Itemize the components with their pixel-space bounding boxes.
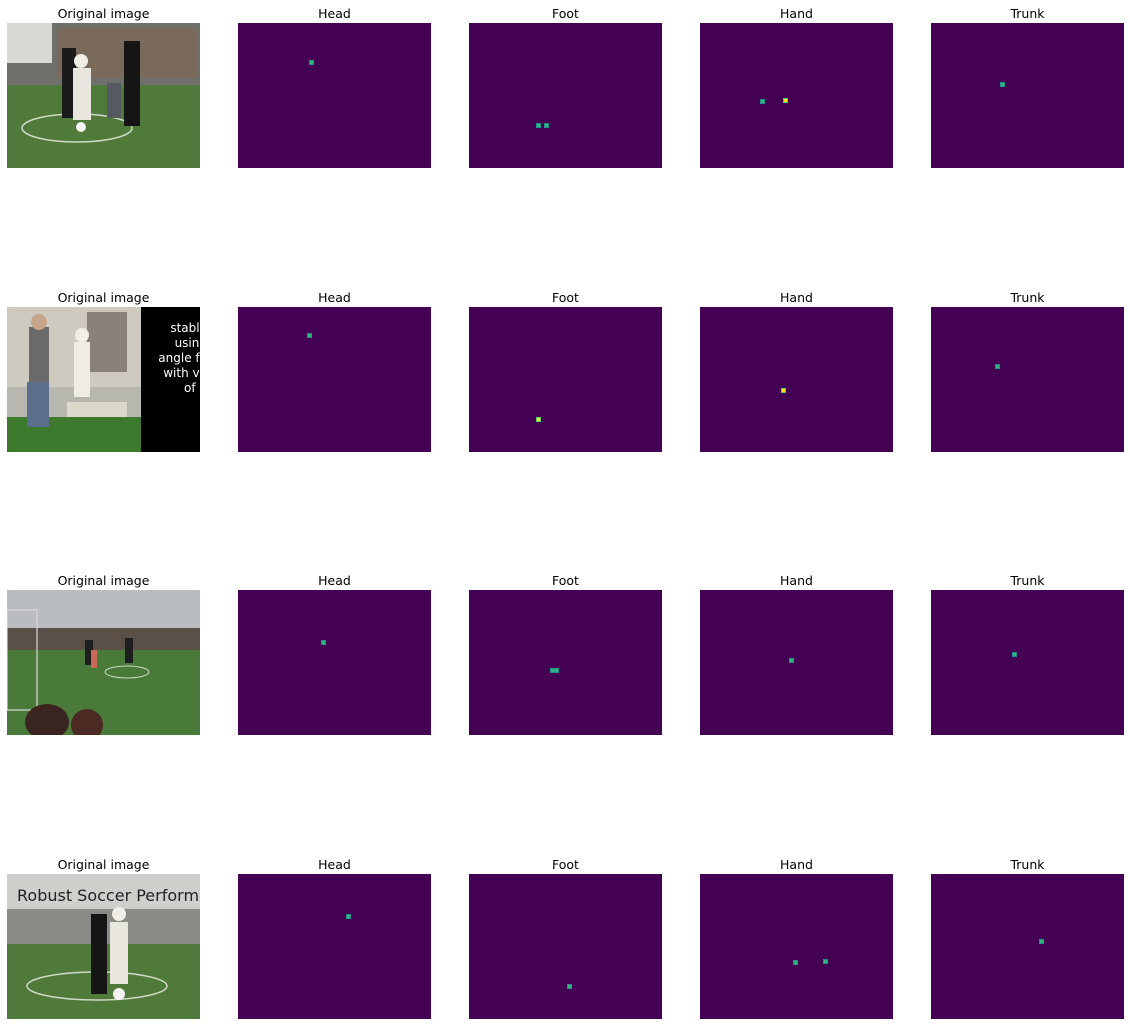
keypoint-marker — [1040, 940, 1043, 943]
heatmap-panel — [238, 874, 431, 1019]
panel-title: Trunk — [1010, 290, 1045, 305]
heatmap-panel — [238, 590, 431, 735]
keypoint-marker — [555, 669, 558, 672]
heatmap-panel — [931, 23, 1124, 168]
panel-title: Hand — [780, 573, 813, 588]
panel-title: Foot — [552, 573, 579, 588]
panel-title: Foot — [552, 290, 579, 305]
heatmap-panel — [469, 590, 662, 735]
keypoint-marker — [784, 99, 787, 102]
keypoint-marker — [537, 418, 540, 421]
heatmap-cell-head: Head — [238, 6, 431, 172]
heatmap-cell-hand: Hand — [700, 857, 893, 1023]
keypoint-marker — [322, 641, 325, 644]
panel-title: Trunk — [1010, 573, 1045, 588]
panel-title: Head — [318, 290, 351, 305]
panel-title: Original image — [57, 857, 150, 872]
panel-title: Head — [318, 857, 351, 872]
original-image-cell: Original image Robust Soccer Perform — [7, 857, 200, 1023]
heatmap-panel — [931, 590, 1124, 735]
heatmap-panel — [469, 874, 662, 1019]
heatmap-panel — [700, 590, 893, 735]
heatmap-cell-trunk: Trunk — [931, 573, 1124, 739]
heatmap-cell-trunk: Trunk — [931, 290, 1124, 456]
image-overlay-text: Robust Soccer Perform — [17, 886, 200, 905]
heatmap-panel — [931, 874, 1124, 1019]
heatmap-cell-head: Head — [238, 290, 431, 456]
panel-title: Hand — [780, 6, 813, 21]
heatmap-panel — [238, 23, 431, 168]
keypoint-marker — [551, 669, 554, 672]
keypoint-marker — [1001, 83, 1004, 86]
panel-title: Original image — [57, 6, 150, 21]
heatmap-panel — [238, 307, 431, 452]
heatmap-cell-hand: Hand — [700, 573, 893, 739]
panel-title: Head — [318, 573, 351, 588]
heatmap-panel — [700, 874, 893, 1019]
heatmap-panel — [700, 23, 893, 168]
keypoint-marker — [794, 961, 797, 964]
original-image-cell: Original image stable using angle fe wit… — [7, 290, 200, 456]
panel-title: Hand — [780, 290, 813, 305]
heatmap-cell-hand: Hand — [700, 6, 893, 172]
keypoint-marker — [308, 334, 311, 337]
heatmap-cell-foot: Foot — [469, 6, 662, 172]
original-image: stable using angle fe with ve of 0 — [7, 307, 200, 452]
keypoint-marker — [761, 100, 764, 103]
heatmap-cell-foot: Foot — [469, 573, 662, 739]
image-overlay-text: stable using angle fe with ve of 0 — [158, 321, 200, 395]
heatmap-panel — [700, 307, 893, 452]
panel-title: Original image — [57, 573, 150, 588]
keypoint-marker — [996, 365, 999, 368]
original-image: Robust Soccer Perform — [7, 874, 200, 1019]
heatmap-panel — [469, 23, 662, 168]
keypoint-marker — [310, 61, 313, 64]
heatmap-cell-head: Head — [238, 857, 431, 1023]
heatmap-cell-trunk: Trunk — [931, 857, 1124, 1023]
keypoint-marker — [790, 659, 793, 662]
keypoint-marker — [545, 124, 548, 127]
heatmap-cell-hand: Hand — [700, 290, 893, 456]
keypoint-marker — [782, 389, 785, 392]
heatmap-panel — [931, 307, 1124, 452]
original-image — [7, 590, 200, 735]
panel-title: Original image — [57, 290, 150, 305]
heatmap-panel — [469, 307, 662, 452]
heatmap-cell-foot: Foot — [469, 857, 662, 1023]
keypoint-marker — [824, 960, 827, 963]
heatmap-cell-foot: Foot — [469, 290, 662, 456]
heatmap-cell-head: Head — [238, 573, 431, 739]
panel-title: Foot — [552, 857, 579, 872]
panel-title: Head — [318, 6, 351, 21]
keypoint-marker — [568, 985, 571, 988]
panel-title: Trunk — [1010, 6, 1045, 21]
original-image-cell: Original image — [7, 573, 200, 739]
heatmap-cell-trunk: Trunk — [931, 6, 1124, 172]
original-image — [7, 23, 200, 168]
panel-title: Hand — [780, 857, 813, 872]
keypoint-marker — [1013, 653, 1016, 656]
keypoint-marker — [347, 915, 350, 918]
original-image-cell: Original image — [7, 6, 200, 172]
panel-title: Trunk — [1010, 857, 1045, 872]
panel-title: Foot — [552, 6, 579, 21]
keypoint-marker — [537, 124, 540, 127]
